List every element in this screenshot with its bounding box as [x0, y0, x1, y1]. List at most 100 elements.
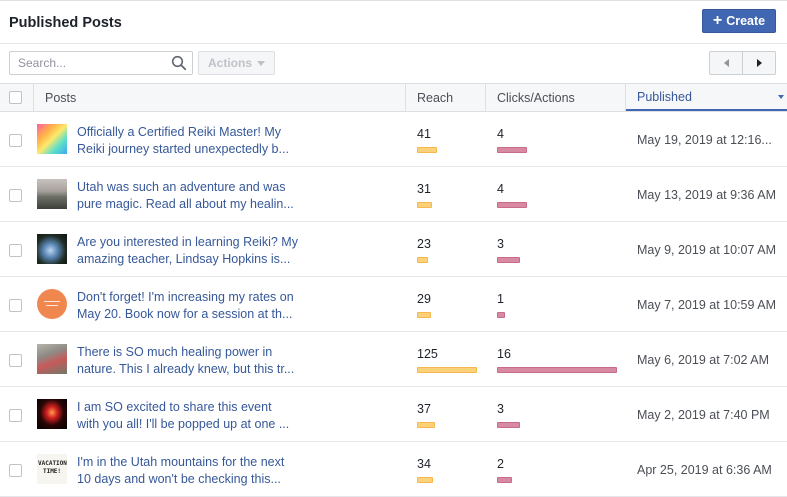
post-text-line-1: Utah was such an adventure and was [77, 180, 286, 194]
reach-value: 34 [417, 457, 431, 471]
previous-page-button[interactable] [710, 52, 742, 74]
actions-label: Actions [208, 56, 253, 70]
table-row[interactable]: Are you interested in learning Reiki? My… [0, 222, 787, 277]
post-preview-link[interactable]: Officially a Certified Reiki Master! My R… [77, 124, 302, 157]
column-header-posts[interactable]: Posts [45, 90, 77, 105]
post-thumbnail[interactable] [37, 234, 67, 264]
reach-bar [417, 312, 431, 318]
post-text-line-1: I am SO excited to share this event [77, 400, 272, 414]
post-text-line-1: There is SO much healing power in [77, 345, 273, 359]
clicks-value: 3 [497, 402, 504, 416]
clicks-bar [497, 367, 617, 373]
post-thumbnail[interactable] [37, 344, 67, 374]
post-thumbnail[interactable] [37, 179, 67, 209]
column-divider [485, 84, 486, 111]
clicks-bar [497, 202, 527, 208]
published-date: May 9, 2019 at 10:07 AM [637, 243, 776, 257]
thumbnail-caption: VACATION TIME! [38, 460, 67, 475]
post-thumbnail[interactable] [37, 399, 67, 429]
clicks-bar [497, 147, 527, 153]
post-preview-link[interactable]: Are you interested in learning Reiki? My… [77, 234, 302, 267]
row-checkbox[interactable] [9, 134, 22, 147]
post-text-line-2: amazing teacher, Lindsay Hopkins is... [77, 251, 291, 266]
reach-value: 31 [417, 182, 431, 196]
reach-value: 125 [417, 347, 438, 361]
column-divider [405, 84, 406, 111]
plus-icon: + [712, 11, 723, 29]
post-preview-link[interactable]: Utah was such an adventure and was pure m… [77, 179, 302, 212]
table-row[interactable]: Utah was such an adventure and was pure m… [0, 167, 787, 222]
column-header-published[interactable]: Published [626, 84, 787, 111]
sort-descending-icon [778, 95, 784, 99]
search-icon[interactable] [171, 55, 187, 71]
search-input[interactable] [10, 52, 165, 74]
column-header-reach[interactable]: Reach [417, 90, 454, 105]
row-checkbox[interactable] [9, 464, 22, 477]
table-row[interactable]: I am SO excited to share this event with … [0, 387, 787, 442]
clicks-value: 2 [497, 457, 504, 471]
row-checkbox[interactable] [9, 299, 22, 312]
arrow-right-icon [756, 59, 762, 67]
clicks-bar [497, 257, 520, 263]
table-header: Posts Reach Clicks/Actions Published [0, 83, 787, 112]
actions-dropdown[interactable]: Actions [198, 51, 275, 75]
select-all-cell [9, 84, 22, 111]
clicks-value: 3 [497, 237, 504, 251]
post-thumbnail[interactable] [37, 289, 67, 319]
row-checkbox[interactable] [9, 409, 22, 422]
column-header-published-label: Published [637, 89, 692, 104]
page-title: Published Posts [9, 15, 122, 31]
create-button-label: Create [726, 14, 766, 28]
published-date: May 19, 2019 at 12:16... [637, 133, 772, 147]
page-header: Published Posts + Create [0, 1, 787, 44]
post-text-line-1: Are you interested in learning Reiki? My [77, 235, 298, 249]
next-page-button[interactable] [742, 52, 775, 74]
reach-value: 23 [417, 237, 431, 251]
post-preview-link[interactable]: I'm in the Utah mountains for the next 10… [77, 454, 302, 487]
pagination [709, 51, 776, 75]
reach-bar [417, 147, 437, 153]
reach-value: 41 [417, 127, 431, 141]
clicks-bar [497, 477, 512, 483]
toolbar: Actions [0, 45, 787, 83]
post-preview-link[interactable]: Don't forget! I'm increasing my rates on… [77, 289, 302, 322]
column-header-clicks[interactable]: Clicks/Actions [497, 90, 575, 105]
row-checkbox[interactable] [9, 244, 22, 257]
reach-bar [417, 422, 435, 428]
create-button[interactable]: + Create [702, 9, 776, 33]
clicks-bar [497, 312, 505, 318]
clicks-value: 4 [497, 127, 504, 141]
post-text-line-1: Don't forget! I'm increasing my rates on [77, 290, 294, 304]
reach-bar [417, 367, 477, 373]
clicks-value: 16 [497, 347, 511, 361]
post-thumbnail[interactable]: VACATION TIME! [37, 454, 67, 484]
table-row[interactable]: There is SO much healing power in nature.… [0, 332, 787, 387]
table-row[interactable]: VACATION TIME! I'm in the Utah mountains … [0, 442, 787, 497]
chevron-down-icon [257, 60, 266, 66]
reach-value: 29 [417, 292, 431, 306]
top-border [0, 0, 787, 1]
post-text-line-1: Officially a Certified Reiki Master! My [77, 125, 281, 139]
published-date: Apr 25, 2019 at 6:36 AM [637, 463, 772, 477]
arrow-left-icon [723, 59, 729, 67]
post-preview-link[interactable]: I am SO excited to share this event with … [77, 399, 302, 432]
column-divider [625, 84, 626, 111]
column-divider [33, 84, 34, 111]
post-thumbnail[interactable] [37, 124, 67, 154]
reach-bar [417, 257, 428, 263]
search-box[interactable] [9, 51, 193, 75]
post-preview-link[interactable]: There is SO much healing power in nature.… [77, 344, 302, 377]
clicks-value: 4 [497, 182, 504, 196]
post-text-line-1: I'm in the Utah mountains for the next [77, 455, 285, 469]
post-text-line-2: pure magic. Read all about my healin... [77, 196, 294, 211]
row-checkbox[interactable] [9, 354, 22, 367]
table-row[interactable]: Don't forget! I'm increasing my rates on… [0, 277, 787, 332]
post-text-line-2: nature. This I already knew, but this tr… [77, 361, 295, 376]
row-checkbox[interactable] [9, 189, 22, 202]
clicks-bar [497, 422, 520, 428]
published-date: May 6, 2019 at 7:02 AM [637, 353, 770, 367]
reach-bar [417, 202, 432, 208]
post-text-line-2: May 20. Book now for a session at th... [77, 306, 293, 321]
select-all-checkbox[interactable] [9, 91, 22, 104]
table-row[interactable]: Officially a Certified Reiki Master! My R… [0, 112, 787, 167]
